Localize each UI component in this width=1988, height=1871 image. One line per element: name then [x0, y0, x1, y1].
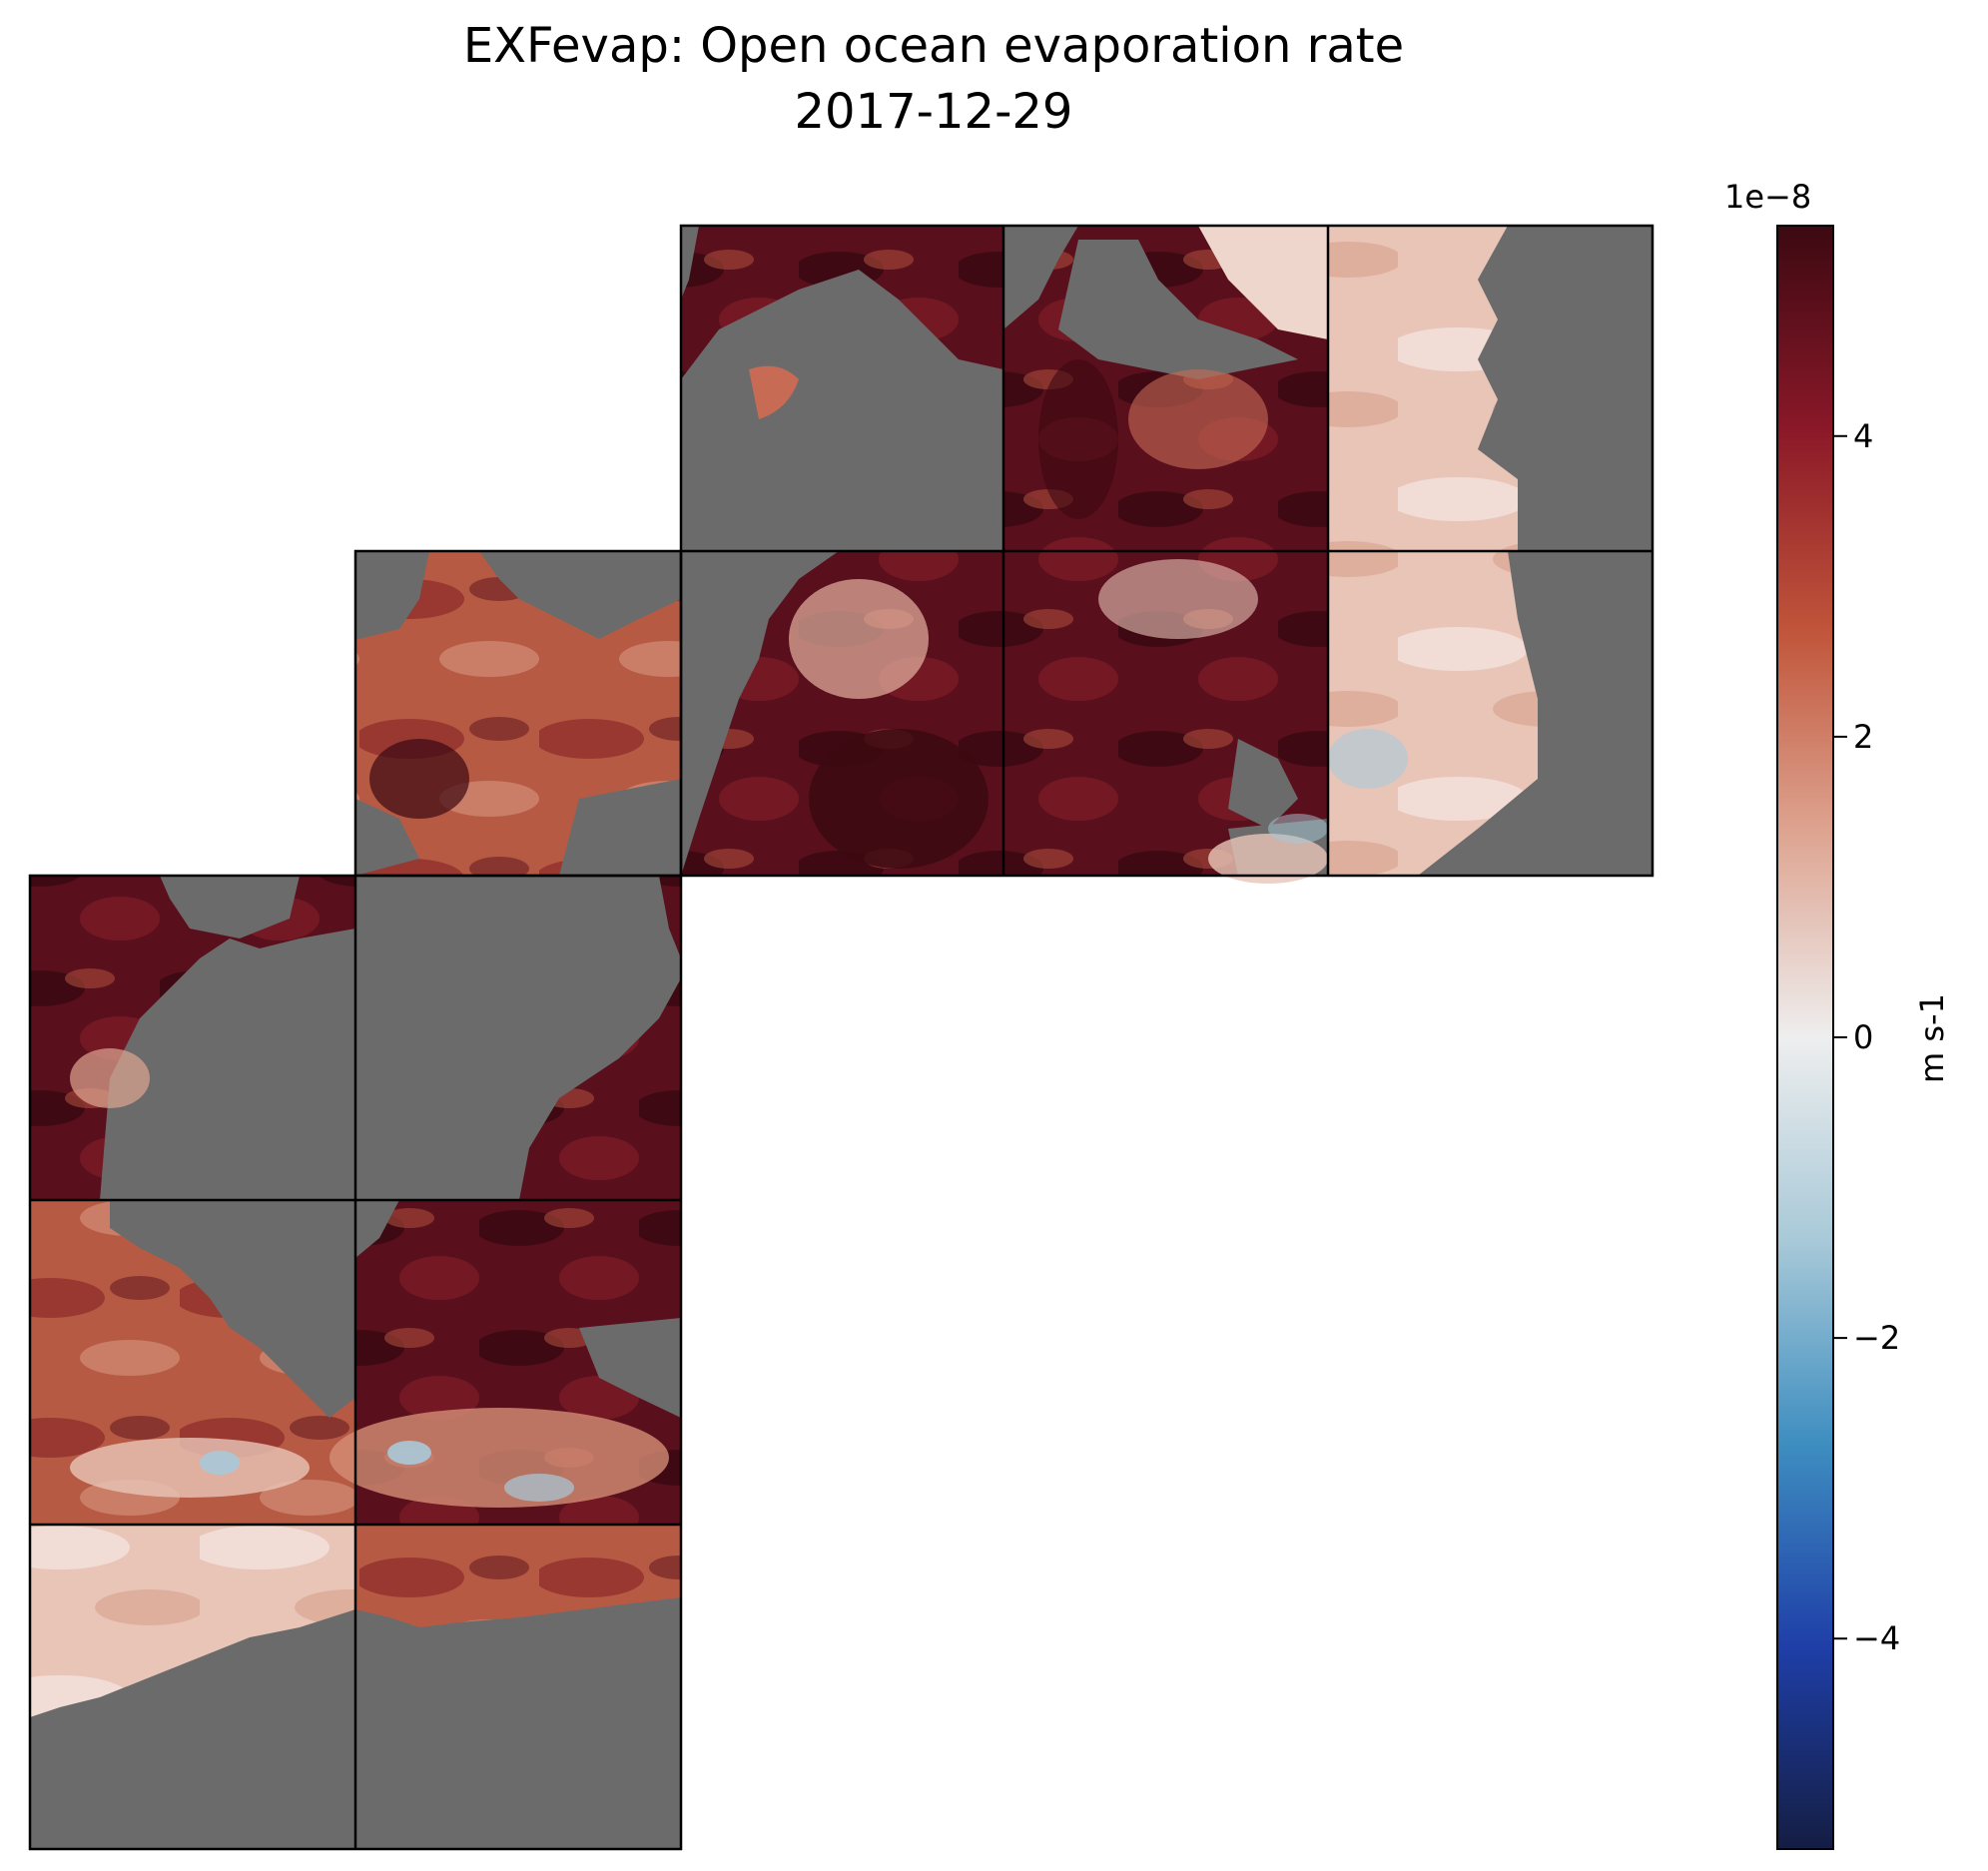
tile-atlantic-south: [30, 1200, 355, 1525]
tile-indian: [330, 1200, 681, 1525]
tile-atlantic-north: [30, 876, 355, 1200]
colorbar-ticks: [1833, 434, 1847, 1640]
colorbar-tick-label: −2: [1853, 1319, 1901, 1358]
tile-arctic-3: [1328, 226, 1653, 551]
colorbar-tick-label: 0: [1853, 1018, 1874, 1056]
tile-pacific-3: [1003, 551, 1328, 884]
colorbar-unit-label: m s-1: [1913, 993, 1951, 1083]
colorbar-tick-label: 4: [1853, 416, 1874, 455]
tile-pacific-4: [1268, 551, 1653, 876]
colorbar-tick-label: −4: [1853, 1619, 1901, 1658]
colorbar-exponent-label: 1e−8: [1724, 178, 1812, 216]
tile-pacific-1: [355, 551, 681, 876]
tile-southern-2: [355, 1525, 681, 1849]
tile-arctic-2: [1003, 226, 1328, 551]
tile-pacific-2: [681, 551, 1003, 876]
chart-subtitle-date: 2017-12-29: [794, 84, 1073, 140]
tile-borders: [28, 224, 1655, 1851]
tile-southern-1: [30, 1525, 355, 1849]
tile-arctic-1: [681, 226, 1003, 551]
colorbar: [1776, 225, 1834, 1850]
tile-eurasia: [355, 876, 681, 1200]
colorbar-tick-label: 2: [1853, 717, 1874, 756]
chart-title: EXFevap: Open ocean evaporation rate: [462, 18, 1405, 74]
